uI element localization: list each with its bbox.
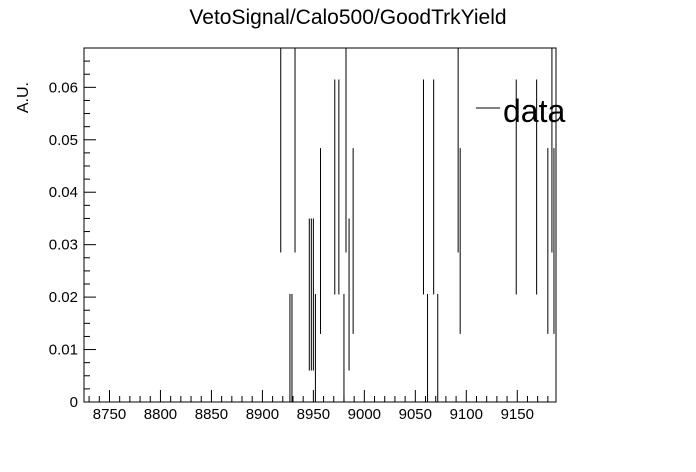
chart-title: VetoSignal/Calo500/GoodTrkYield: [189, 6, 506, 29]
x-axis: 8750 8800 8850 8900 8950 9000 9050 9100 9150: [88, 390, 549, 423]
x-tick-label: 9100: [450, 406, 483, 423]
y-tick-label: 0.06: [49, 79, 78, 96]
y-tick-label: 0.02: [49, 289, 78, 306]
x-tick-label: 9050: [399, 406, 432, 423]
y-tick-label: 0.05: [49, 132, 78, 149]
series-data-points: [280, 48, 555, 402]
x-tick-label: 9150: [501, 406, 534, 423]
x-tick-label: 8750: [93, 406, 126, 423]
x-tick-label: 9000: [348, 406, 381, 423]
x-tick-label: 8950: [297, 406, 330, 423]
y-tick-label: 0.04: [49, 184, 78, 201]
x-tick-label: 8850: [195, 406, 228, 423]
y-tick-label: 0.03: [49, 237, 78, 254]
x-tick-label: 8900: [246, 406, 279, 423]
y-tick-label: 0: [70, 394, 78, 411]
y-axis: 0 0.01 0.02 0.03 0.04 0.05 0.06: [49, 47, 96, 411]
legend: data: [476, 93, 565, 129]
legend-label-data: data: [503, 93, 565, 129]
y-axis-label: A.U.: [15, 82, 32, 113]
y-tick-label: 0.01: [49, 342, 78, 359]
x-tick-label: 8800: [144, 406, 177, 423]
plot-frame: [83, 47, 557, 403]
